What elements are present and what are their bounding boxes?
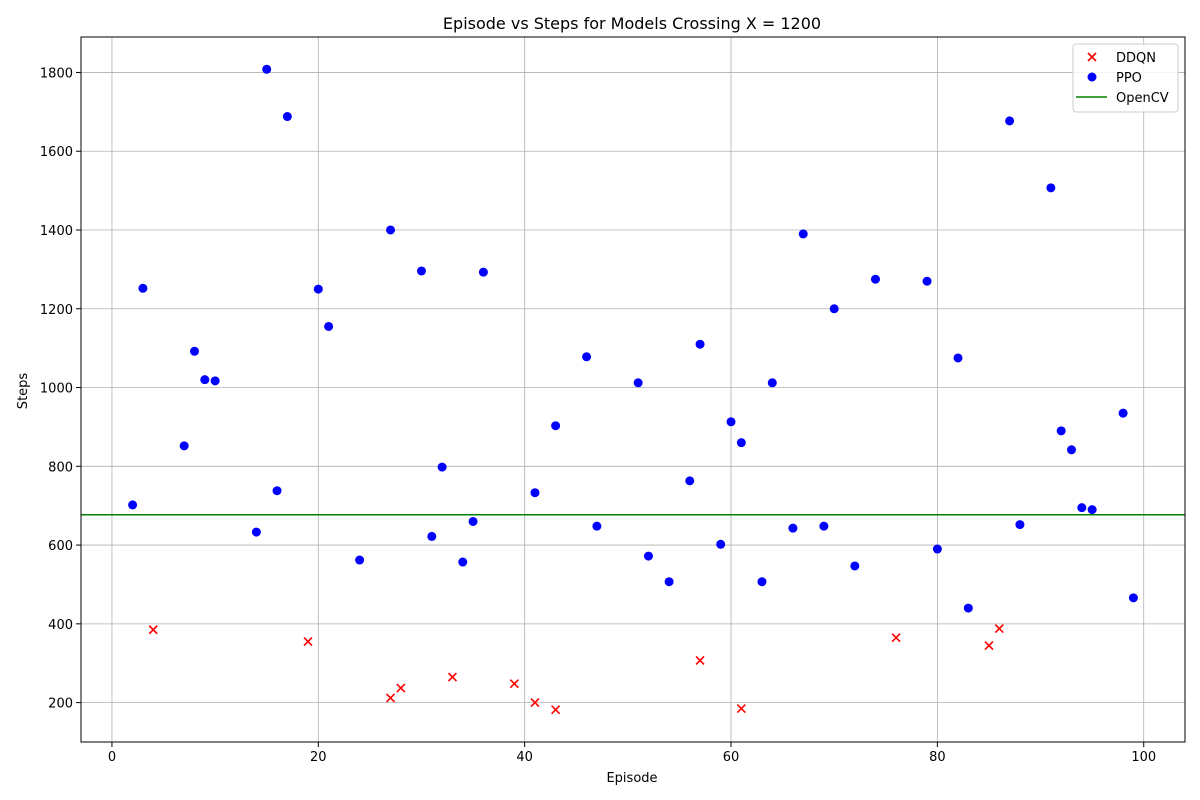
ddqn-point [891,633,901,643]
ppo-point [932,544,942,554]
legend-label: DDQN [1116,51,1156,66]
legend-label: OpenCV [1116,91,1169,106]
ppo-point [138,283,148,293]
x-tick-label: 80 [929,750,946,765]
ppo-point [1005,116,1015,126]
ppo-point [478,267,488,277]
ppo-point [551,421,561,431]
ppo-point [963,603,973,613]
ppo-point [1128,593,1138,603]
y-tick-label: 200 [48,697,73,712]
y-tick-label: 1200 [40,303,73,318]
ppo-point [1067,445,1077,455]
ppo-point [850,561,860,571]
ppo-point [210,376,220,386]
ppo-point [416,266,426,276]
y-ticks: 200 400 600 800 1000 1200 1400 1600 1800 [40,66,81,712]
x-tick-label: 40 [516,750,533,765]
x-ticks: 0 20 40 60 80 100 [108,742,1156,765]
ppo-point [437,462,447,472]
ppo-point [1077,503,1087,513]
y-tick-label: 800 [48,460,73,475]
ppo-point [200,375,210,385]
ddqn-point [148,625,158,635]
x-axis-label: Episode [606,771,657,786]
legend-marker-ppo [1087,72,1097,82]
x-tick-label: 0 [108,750,116,765]
ppo-point [313,284,323,294]
ppo-point [355,555,365,565]
ppo-point [695,339,705,349]
ddqn-point [385,693,396,703]
ddqn-point [447,672,458,682]
legend: DDQN PPO OpenCV [1072,43,1179,113]
legend-box [1072,43,1179,113]
ppo-point [643,551,653,561]
y-tick-label: 1000 [40,382,73,397]
ppo-point [716,539,726,549]
ppo-point [664,577,674,587]
ppo-point [819,521,829,531]
ppo-point [767,378,777,388]
y-tick-label: 1800 [40,66,73,81]
ddqn-point [695,655,705,666]
chart-title: Episode vs Steps for Models Crossing X =… [443,14,821,33]
ppo-point [953,353,963,363]
ppo-point [736,438,746,448]
ppo-point [1046,183,1056,193]
ddqn-point [551,705,561,715]
ppo-point [829,304,839,314]
ppo-point [262,64,272,74]
ppo-point [251,527,261,537]
ppo-point [788,523,798,533]
ddqn-point [303,637,313,647]
x-tick-label: 20 [310,750,327,765]
ppo-point [1015,520,1025,530]
y-axis-label: Steps [16,373,31,410]
ppo-point [530,488,540,498]
ppo-point [726,417,736,427]
ddqn-point [509,679,519,689]
ppo-point [592,521,602,531]
ppo-point [179,441,189,451]
y-tick-label: 1600 [40,145,73,160]
ppo-point [189,346,199,356]
y-tick-label: 1400 [40,224,73,239]
legend-label: PPO [1116,71,1142,86]
ppo-point [427,531,437,541]
ppo-point [685,476,695,486]
legend-marker-ddqn [1087,52,1097,62]
ppo-point [386,225,396,235]
plot-frame [80,36,1186,743]
ppo-point [1087,505,1097,515]
ppo-point [1118,408,1128,418]
ppo-point [128,500,138,510]
ppo-point [633,378,643,388]
ddqn-point [736,703,746,714]
ddqn-point [396,683,406,693]
grid-layer [81,37,1185,742]
ppo-point [272,486,282,496]
ppo-point [458,557,468,567]
ppo-point [757,577,767,587]
y-tick-label: 600 [48,539,73,554]
ppo-point [798,229,808,239]
y-tick-label: 400 [48,618,73,633]
ddqn-point [984,640,994,651]
ppo-point [282,112,292,122]
ppo-point [1056,426,1066,436]
x-tick-label: 100 [1131,750,1156,765]
ppo-point [870,274,880,284]
ppo-point [324,321,334,331]
ppo-point [468,516,478,526]
ddqn-point [994,624,1004,634]
x-tick-label: 60 [723,750,740,765]
ppo-point [582,352,592,362]
points-layer [128,64,1138,715]
ppo-point [922,276,932,286]
ddqn-point [530,698,540,708]
